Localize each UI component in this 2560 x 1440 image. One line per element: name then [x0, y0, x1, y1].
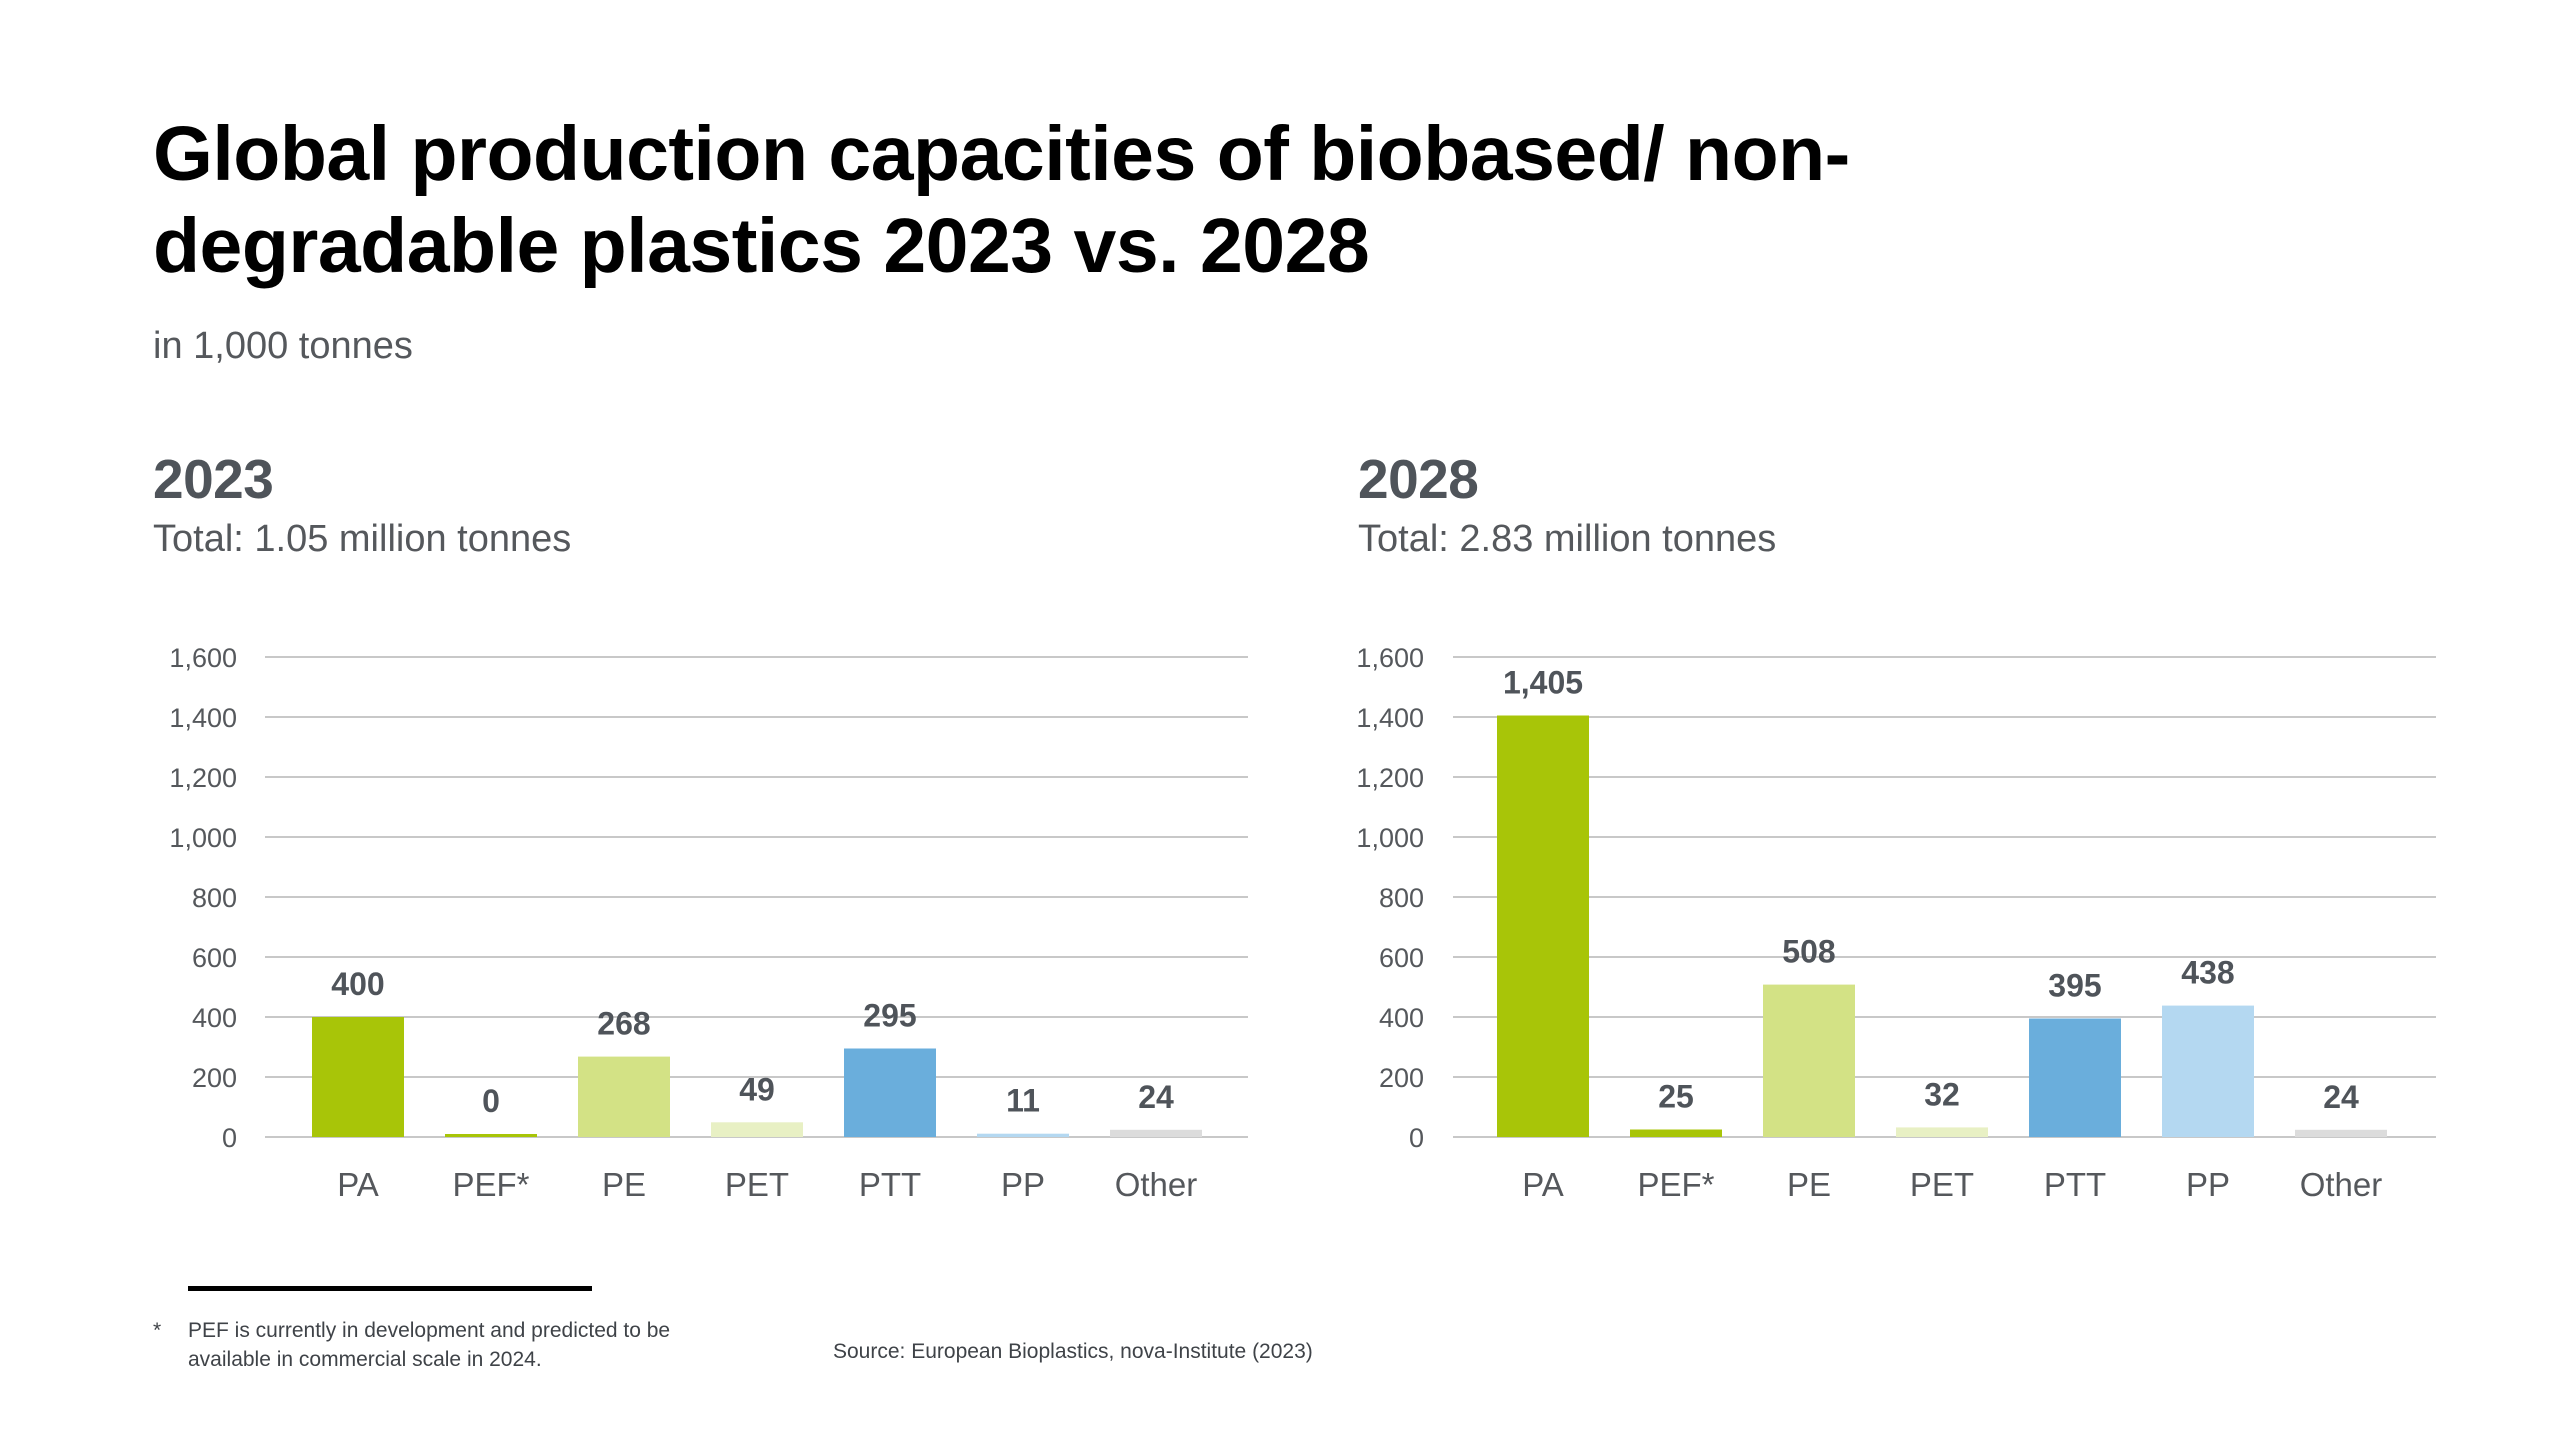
panel-2028-y-tick-label: 600	[1379, 943, 1424, 973]
source-note: Source: European Bioplastics, nova-Insti…	[833, 1340, 1313, 1363]
panel-2028-category-label: PEF*	[1637, 1166, 1714, 1203]
panel-2028-value-label: 32	[1924, 1076, 1960, 1112]
panel-2023-value-label: 49	[739, 1071, 775, 1107]
panel-2028-category-label: PA	[1522, 1166, 1564, 1203]
panel-2023-bar-PTT	[844, 1048, 936, 1137]
panel-2023-value-label: 268	[597, 1006, 650, 1042]
footnote-divider	[188, 1286, 592, 1291]
panel-2028-category-label: PET	[1910, 1166, 1974, 1203]
panel-2028-category-label: Other	[2300, 1166, 2383, 1203]
panel-2023-category-label: PA	[337, 1166, 379, 1203]
panel-2023-value-label: 400	[331, 966, 384, 1002]
panel-2023-y-tick-label: 1,600	[169, 643, 237, 673]
panel-2023-bar-PET	[711, 1122, 803, 1137]
panel-2023-y-tick-label: 200	[192, 1063, 237, 1093]
panel-2023-year: 2023	[153, 448, 274, 510]
panel-2023-value-label: 0	[482, 1083, 500, 1119]
panel-2028-value-label: 508	[1782, 934, 1835, 970]
panel-2023-category-label: PEF*	[452, 1166, 529, 1203]
panel-2023-bar-PEF	[445, 1134, 537, 1137]
panel-2023-bar-PP	[977, 1133, 1069, 1137]
panel-2028-bar-PA	[1497, 715, 1589, 1137]
panel-2023-value-label: 11	[1006, 1083, 1040, 1119]
panel-2028-y-tick-label: 0	[1409, 1123, 1424, 1153]
panel-2023-y-tick-label: 400	[192, 1003, 237, 1033]
panel-2028-bar-PET	[1896, 1127, 1988, 1137]
panel-2023-y-tick-label: 1,400	[169, 703, 237, 733]
panel-2028-y-tick-label: 1,600	[1356, 643, 1424, 673]
panel-2028-value-label: 395	[2048, 968, 2101, 1004]
chart-title: Global production capacities of biobased…	[153, 111, 1850, 289]
footnote-text: PEF is currently in development and pred…	[188, 1319, 671, 1371]
unit-subtitle: in 1,000 tonnes	[153, 325, 413, 367]
panel-2028-value-label: 24	[2323, 1079, 2359, 1115]
panel-2023-y-tick-label: 600	[192, 943, 237, 973]
panel-2023-category-label: PP	[1001, 1166, 1045, 1203]
panel-2023-bar-Other	[1110, 1129, 1202, 1137]
panel-2023-total: Total: 1.05 million tonnes	[153, 518, 572, 560]
panel-2023-category-label: PTT	[859, 1166, 921, 1203]
panel-2028-value-label: 438	[2181, 955, 2234, 991]
panel-2023-category-label: Other	[1115, 1166, 1198, 1203]
panel-2028-y-tick-label: 800	[1379, 883, 1424, 913]
panel-2028-year: 2028	[1358, 448, 1479, 510]
panel-2023-y-tick-label: 1,200	[169, 763, 237, 793]
panel-2028-category-label: PE	[1787, 1166, 1831, 1203]
panel-2028-y-tick-label: 1,400	[1356, 703, 1424, 733]
panel-2023-category-label: PET	[725, 1166, 789, 1203]
panel-2023-bar-PA	[312, 1017, 404, 1137]
panel-2028-value-label: 25	[1658, 1079, 1694, 1115]
panel-2023-bar-PE	[578, 1056, 670, 1137]
panel-2023-value-label: 24	[1138, 1079, 1174, 1115]
panel-2023-y-tick-label: 0	[222, 1123, 237, 1153]
panel-2028-y-tick-label: 1,200	[1356, 763, 1424, 793]
panel-2028-total: Total: 2.83 million tonnes	[1358, 518, 1777, 560]
panel-2028-bar-PEF	[1630, 1129, 1722, 1137]
panel-2028-y-tick-label: 400	[1379, 1003, 1424, 1033]
panel-2028-bar-Other	[2295, 1129, 2387, 1137]
panel-2028-category-label: PTT	[2044, 1166, 2106, 1203]
panel-2028-category-label: PP	[2186, 1166, 2230, 1203]
panel-2028-bar-PP	[2162, 1005, 2254, 1137]
panel-2028-y-tick-label: 1,000	[1356, 823, 1424, 853]
panel-2028-bar-PTT	[2029, 1018, 2121, 1137]
panel-2023-y-tick-label: 800	[192, 883, 237, 913]
footnote-marker: *	[153, 1319, 162, 1342]
panel-2023-value-label: 295	[863, 998, 916, 1034]
panel-2028-value-label: 1,405	[1503, 665, 1583, 701]
panel-2028-bar-PE	[1763, 984, 1855, 1137]
panel-2023-y-tick-label: 1,000	[169, 823, 237, 853]
panel-2023-category-label: PE	[602, 1166, 646, 1203]
panel-2028-y-tick-label: 200	[1379, 1063, 1424, 1093]
